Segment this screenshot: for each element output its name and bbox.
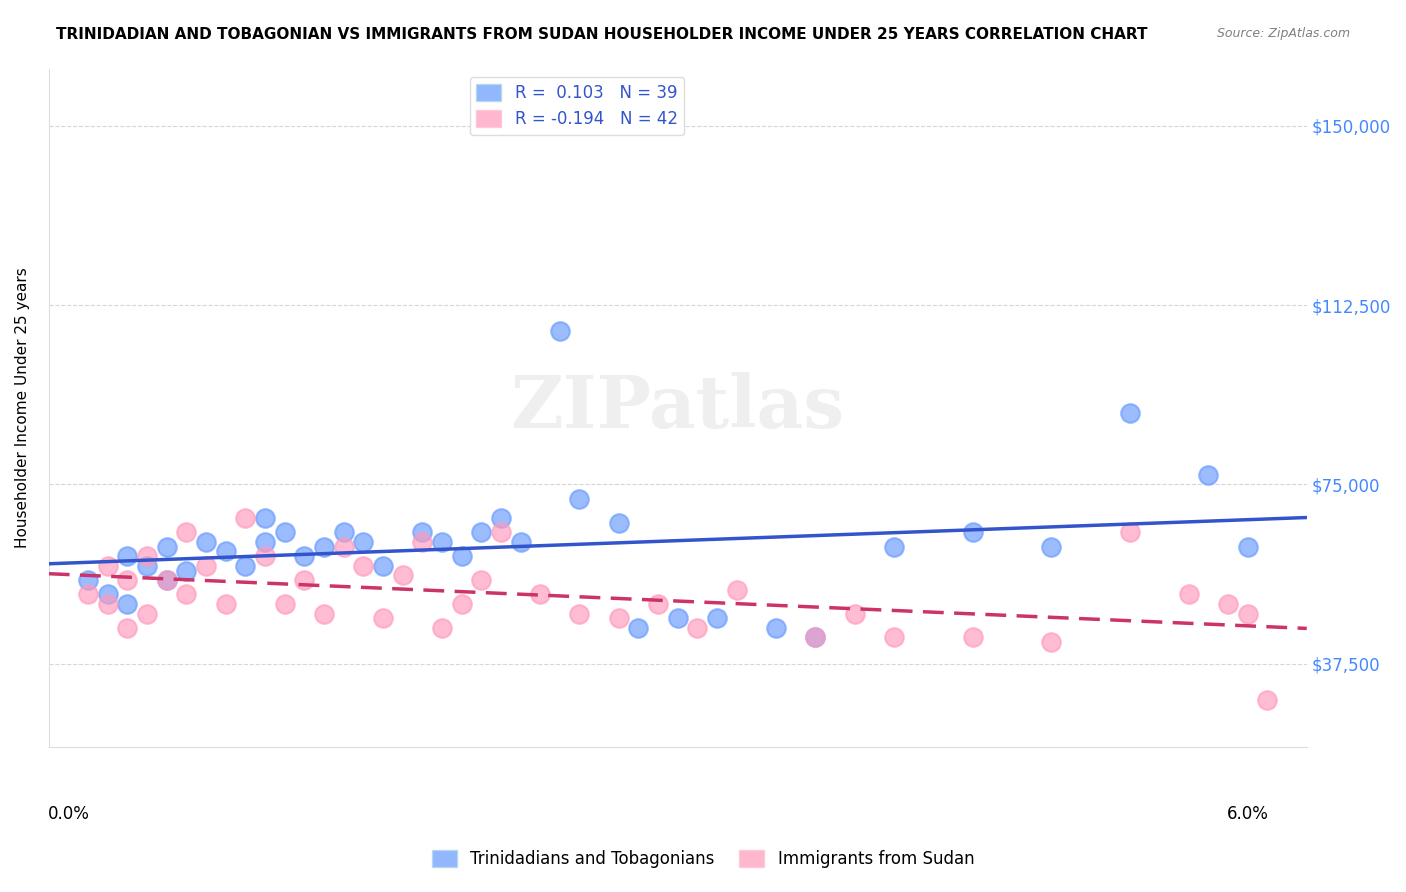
Point — [136, 558, 159, 573]
Point — [1256, 692, 1278, 706]
Point — [1216, 597, 1239, 611]
Point — [568, 491, 591, 506]
Point — [352, 534, 374, 549]
Point — [253, 534, 276, 549]
Point — [804, 631, 827, 645]
Point — [391, 568, 413, 582]
Point — [233, 511, 256, 525]
Point — [371, 558, 394, 573]
Point — [706, 611, 728, 625]
Point — [489, 525, 512, 540]
Legend: R =  0.103   N = 39, R = -0.194   N = 42: R = 0.103 N = 39, R = -0.194 N = 42 — [470, 77, 685, 135]
Point — [176, 525, 198, 540]
Point — [470, 525, 492, 540]
Point — [233, 558, 256, 573]
Point — [430, 621, 453, 635]
Point — [666, 611, 689, 625]
Point — [292, 549, 315, 564]
Text: 6.0%: 6.0% — [1227, 805, 1268, 822]
Point — [627, 621, 650, 635]
Point — [1236, 540, 1258, 554]
Point — [332, 525, 354, 540]
Point — [647, 597, 669, 611]
Point — [214, 597, 236, 611]
Point — [1198, 467, 1220, 482]
Point — [470, 573, 492, 587]
Point — [97, 558, 120, 573]
Point — [97, 587, 120, 601]
Point — [1040, 635, 1063, 649]
Point — [312, 540, 335, 554]
Point — [1040, 540, 1063, 554]
Legend: Trinidadians and Tobagonians, Immigrants from Sudan: Trinidadians and Tobagonians, Immigrants… — [425, 843, 981, 875]
Point — [1236, 607, 1258, 621]
Point — [1178, 587, 1201, 601]
Point — [1119, 406, 1142, 420]
Point — [509, 534, 531, 549]
Point — [136, 607, 159, 621]
Text: Source: ZipAtlas.com: Source: ZipAtlas.com — [1216, 27, 1350, 40]
Point — [962, 631, 984, 645]
Point — [156, 573, 179, 587]
Point — [371, 611, 394, 625]
Point — [411, 534, 433, 549]
Point — [804, 631, 827, 645]
Point — [529, 587, 551, 601]
Point — [136, 549, 159, 564]
Point — [253, 511, 276, 525]
Point — [117, 573, 139, 587]
Point — [253, 549, 276, 564]
Point — [489, 511, 512, 525]
Point — [312, 607, 335, 621]
Point — [765, 621, 787, 635]
Point — [77, 587, 100, 601]
Point — [117, 549, 139, 564]
Point — [450, 597, 472, 611]
Point — [176, 587, 198, 601]
Point — [548, 325, 571, 339]
Point — [332, 540, 354, 554]
Text: 0.0%: 0.0% — [48, 805, 90, 822]
Point — [725, 582, 748, 597]
Point — [883, 540, 905, 554]
Point — [117, 621, 139, 635]
Y-axis label: Householder Income Under 25 years: Householder Income Under 25 years — [15, 268, 30, 549]
Point — [411, 525, 433, 540]
Point — [156, 573, 179, 587]
Point — [607, 611, 630, 625]
Text: TRINIDADIAN AND TOBAGONIAN VS IMMIGRANTS FROM SUDAN HOUSEHOLDER INCOME UNDER 25 : TRINIDADIAN AND TOBAGONIAN VS IMMIGRANTS… — [56, 27, 1147, 42]
Point — [77, 573, 100, 587]
Point — [292, 573, 315, 587]
Point — [568, 607, 591, 621]
Point — [686, 621, 709, 635]
Point — [273, 525, 295, 540]
Text: ZIPatlas: ZIPatlas — [510, 373, 845, 443]
Point — [883, 631, 905, 645]
Point — [450, 549, 472, 564]
Point — [352, 558, 374, 573]
Point — [430, 534, 453, 549]
Point — [214, 544, 236, 558]
Point — [195, 534, 218, 549]
Point — [844, 607, 866, 621]
Point — [195, 558, 218, 573]
Point — [1119, 525, 1142, 540]
Point — [176, 564, 198, 578]
Point — [156, 540, 179, 554]
Point — [97, 597, 120, 611]
Point — [117, 597, 139, 611]
Point — [607, 516, 630, 530]
Point — [962, 525, 984, 540]
Point — [273, 597, 295, 611]
